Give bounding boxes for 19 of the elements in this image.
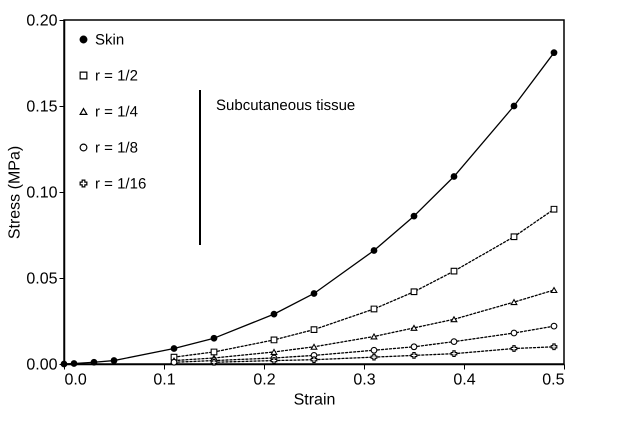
annotation: Subcutaneous tissue <box>216 97 356 114</box>
legend-label: Skin <box>95 32 124 48</box>
x-tick-label: 0.4 <box>453 372 476 388</box>
legend-label: r = 1/8 <box>95 140 138 156</box>
y-tick-label: 0.15 <box>26 98 58 116</box>
legend-label: r = 1/16 <box>95 176 146 192</box>
y-tick-label: 0.00 <box>26 356 58 374</box>
y-axis-title: Stress (MPa) <box>6 146 24 240</box>
x-tick-label: 0.2 <box>253 372 276 388</box>
x-tick-label: 0.3 <box>353 372 376 388</box>
x-tick-label: 0.1 <box>153 372 176 388</box>
y-tick-label: 0.20 <box>26 12 58 30</box>
legend-label: r = 1/2 <box>95 68 138 84</box>
y-tick-label: 0.05 <box>26 270 58 288</box>
x-tick-label: 0.5 <box>542 372 565 388</box>
x-tick-label: 0.0 <box>64 372 87 388</box>
x-axis-title: Strain <box>294 392 336 408</box>
y-tick-label: 0.10 <box>26 184 58 202</box>
legend-label: r = 1/4 <box>95 104 138 120</box>
